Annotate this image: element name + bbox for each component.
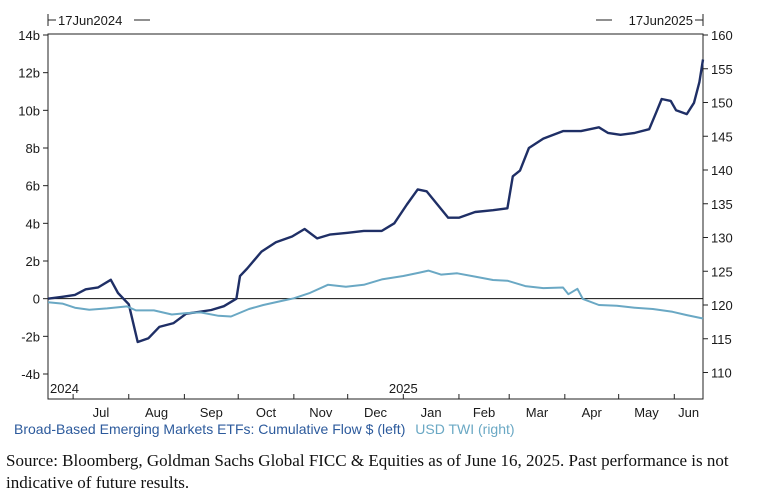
month-label: Mar [526, 405, 549, 420]
month-label: Nov [309, 405, 333, 420]
left-tick-label: 2b [26, 254, 40, 269]
left-tick-label: 14b [18, 28, 40, 43]
month-label: Feb [473, 405, 495, 420]
left-tick-label: 8b [26, 141, 40, 156]
legend: Broad-Based Emerging Markets ETFs: Cumul… [14, 421, 521, 437]
right-tick-label: 130 [711, 231, 733, 246]
left-tick-label: 10b [18, 103, 40, 118]
series-line-usd-twi [47, 269, 704, 320]
year-label: 2024 [50, 381, 79, 396]
left-tick-label: 0 [33, 292, 40, 307]
right-tick-label: 145 [711, 129, 733, 144]
month-label: Dec [364, 405, 388, 420]
left-tick-label: -2b [21, 329, 40, 344]
left-tick-label: 12b [18, 66, 40, 81]
month-label: Sep [200, 405, 223, 420]
right-tick-label: 120 [711, 298, 733, 313]
source-note: Source: Bloomberg, Goldman Sachs Global … [6, 451, 729, 492]
plot-frame [47, 33, 704, 400]
right-tick-label: 135 [711, 197, 733, 212]
year-label: 2025 [389, 381, 418, 396]
month-label: Jun [678, 405, 699, 420]
month-label: Oct [256, 405, 277, 420]
month-label: Jan [421, 405, 442, 420]
right-tick-label: 155 [711, 62, 733, 77]
series-line-etf-flow [47, 59, 705, 344]
month-label: Apr [582, 405, 603, 420]
right-tick-label: 150 [711, 96, 733, 111]
date-range-start: 17Jun2024 [58, 13, 122, 28]
legend-entry-etf-flow: Broad-Based Emerging Markets ETFs: Cumul… [14, 421, 406, 437]
right-tick-label: 140 [711, 163, 733, 178]
month-label: Jul [93, 405, 110, 420]
date-range-end: 17Jun2025 [629, 13, 693, 28]
month-label: May [634, 405, 659, 420]
legend-entry-usd-twi: USD TWI (right) [415, 421, 515, 437]
right-tick-label: 160 [711, 28, 733, 43]
right-tick-label: 125 [711, 264, 733, 279]
right-tick-label: 110 [711, 366, 732, 381]
left-tick-label: 4b [26, 216, 40, 231]
left-tick-label: 6b [26, 179, 40, 194]
month-label: Aug [145, 405, 168, 420]
left-tick-label: -4b [21, 367, 40, 382]
right-tick-label: 115 [711, 332, 732, 347]
